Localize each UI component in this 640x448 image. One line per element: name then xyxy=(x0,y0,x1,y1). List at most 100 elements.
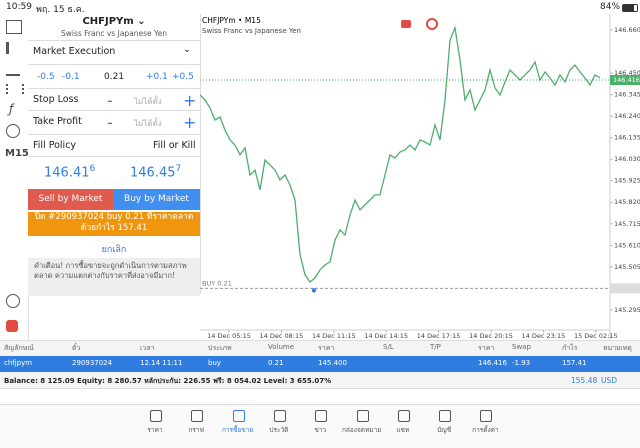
column-header: สัญลักษณ์ xyxy=(4,344,34,352)
tab-icon[interactable] xyxy=(315,410,328,422)
ask-price: 146.457 xyxy=(130,164,181,180)
table-cell: 146.416 xyxy=(478,359,507,367)
battery-icon xyxy=(622,4,638,12)
table-cell: 0.21 xyxy=(268,359,284,367)
account-summary: Balance: 8 125.09 Equity: 8 280.57 หลักป… xyxy=(4,377,332,385)
sell-button[interactable]: Sell by Market xyxy=(28,189,113,210)
column-header: ประเภท xyxy=(208,344,232,352)
tab[interactable]: การตั้งค่า xyxy=(472,426,499,434)
account-bar xyxy=(0,372,640,389)
tab[interactable]: กราฟ xyxy=(188,426,205,434)
status-date: พฤ. 15 ธ.ค. xyxy=(36,5,85,15)
bid-price: 146.416 xyxy=(44,164,95,180)
cancel-button[interactable]: ยกเลิก xyxy=(101,245,127,255)
tab-active[interactable]: การซื้อขาย xyxy=(221,426,254,434)
warning: คำเตือน! การซื้อขายจะถูกดำเนินการตามสภาพ… xyxy=(28,258,200,296)
column-header: เวลา xyxy=(140,344,155,352)
volume-value: 0.21 xyxy=(104,72,125,82)
tab[interactable]: กล่องจดหมาย xyxy=(341,426,382,434)
tool-icon[interactable] xyxy=(6,42,23,54)
x-tick-label: 15 Dec 02:15 xyxy=(574,332,618,340)
chart-icon[interactable] xyxy=(401,20,411,28)
chevron[interactable]: ⌄ xyxy=(183,44,191,55)
tab[interactable]: ประวัติ xyxy=(269,426,289,434)
tab-icon[interactable] xyxy=(273,410,286,422)
tool-icon[interactable] xyxy=(6,124,20,138)
column-header: ราคา xyxy=(318,344,335,352)
stop-loss-value[interactable]: ไม่ได้ตั้ง xyxy=(134,97,162,106)
tool-icon[interactable] xyxy=(6,294,20,308)
tab[interactable]: แชท xyxy=(396,426,410,434)
y-tick-label: 146.240 xyxy=(614,112,640,120)
tool-icon[interactable] xyxy=(6,64,20,76)
tab-icon[interactable] xyxy=(191,410,204,422)
column-header: กำไร xyxy=(562,344,578,352)
table-header xyxy=(0,340,640,357)
battery: 84% xyxy=(600,2,621,12)
tool-icon[interactable] xyxy=(6,84,24,94)
y-tick-label: 146.030 xyxy=(614,155,640,163)
x-tick-label: 14 Dec 08:15 xyxy=(260,332,304,340)
x-tick-label: 14 Dec 23:15 xyxy=(522,332,566,340)
tab-icon[interactable] xyxy=(439,410,452,422)
current-price-box xyxy=(610,75,640,86)
tab-icon[interactable] xyxy=(232,410,245,422)
tab-icon[interactable] xyxy=(397,410,410,422)
table-cell: 157.41 xyxy=(562,359,587,367)
table-cell: 12.14 11:11 xyxy=(140,359,183,367)
y-tick-label: 145.505 xyxy=(614,263,640,271)
bid-main: 146.41 xyxy=(44,165,90,181)
minus[interactable]: - xyxy=(107,91,113,110)
chart-title: CHFJPYm • M15 xyxy=(202,16,261,25)
table-row-selected[interactable] xyxy=(0,356,640,372)
tool-icon[interactable] xyxy=(6,20,22,34)
symbol[interactable]: CHFJPYm ⌄ xyxy=(82,16,146,27)
tab[interactable]: ราคา xyxy=(147,426,163,434)
tab-icon[interactable] xyxy=(480,410,493,422)
volume-step[interactable]: +0.5 xyxy=(172,72,194,82)
volume-step[interactable]: -0.5 xyxy=(37,72,55,82)
column-header: ราคา xyxy=(478,344,495,352)
y-tick-label: 146.660 xyxy=(614,26,640,34)
bid-last: 6 xyxy=(89,164,96,174)
timeframe[interactable]: M15 xyxy=(5,148,29,159)
fill-policy-value[interactable]: Fill or Kill xyxy=(153,140,196,151)
column-header: หมายเหตุ xyxy=(603,344,632,352)
chart-icon[interactable] xyxy=(426,18,438,30)
price-line xyxy=(200,25,601,283)
chart: CHFJPYm • M15 Swiss Franc vs Japanese Ye… xyxy=(200,14,640,340)
plus[interactable]: + xyxy=(183,113,197,132)
entry-marker xyxy=(311,288,317,293)
buy-button[interactable]: Buy by Market xyxy=(113,189,200,210)
tab-icon[interactable] xyxy=(356,410,369,422)
take-profit-label: Take Profit xyxy=(33,116,82,127)
column-header: S/L xyxy=(383,343,394,351)
stop-loss-label: Stop Loss xyxy=(33,94,79,105)
tool-icon[interactable]: ƒ xyxy=(9,102,14,116)
x-tick-label: 14 Dec 14:15 xyxy=(364,332,408,340)
y-tick-label: 146.450 xyxy=(614,69,640,77)
tab-icon[interactable] xyxy=(150,410,162,422)
tab[interactable]: บัญชี xyxy=(437,426,452,434)
volume-step[interactable]: -0.1 xyxy=(62,72,80,82)
plus[interactable]: + xyxy=(183,91,197,110)
close-position-button[interactable]: ปิด #290937024 buy 0.21 ที่ราคาตลาดด้วยก… xyxy=(28,212,200,236)
account-currency: USD xyxy=(601,376,618,385)
column-header: T/P xyxy=(430,343,441,351)
table-cell: 290937024 xyxy=(72,359,113,367)
minus[interactable]: - xyxy=(107,113,113,132)
ask-main: 146.45 xyxy=(130,165,176,181)
tab[interactable]: ข่าว xyxy=(314,426,327,434)
status-time: 10:59 xyxy=(6,2,32,12)
execution-type[interactable]: Market Execution xyxy=(33,46,116,57)
column-header: ตั๋ว xyxy=(72,344,81,352)
take-profit-value[interactable]: ไม่ได้ตั้ง xyxy=(134,119,162,128)
tool-icon[interactable] xyxy=(6,320,18,332)
symbol-text: CHFJPYm xyxy=(82,16,134,27)
x-tick-label: 14 Dec 05:15 xyxy=(207,332,251,340)
y-tick-label: 145.820 xyxy=(614,198,640,206)
position-price-box xyxy=(610,283,640,294)
x-tick-label: 14 Dec 20:15 xyxy=(469,332,513,340)
volume-step[interactable]: +0.1 xyxy=(146,72,168,82)
